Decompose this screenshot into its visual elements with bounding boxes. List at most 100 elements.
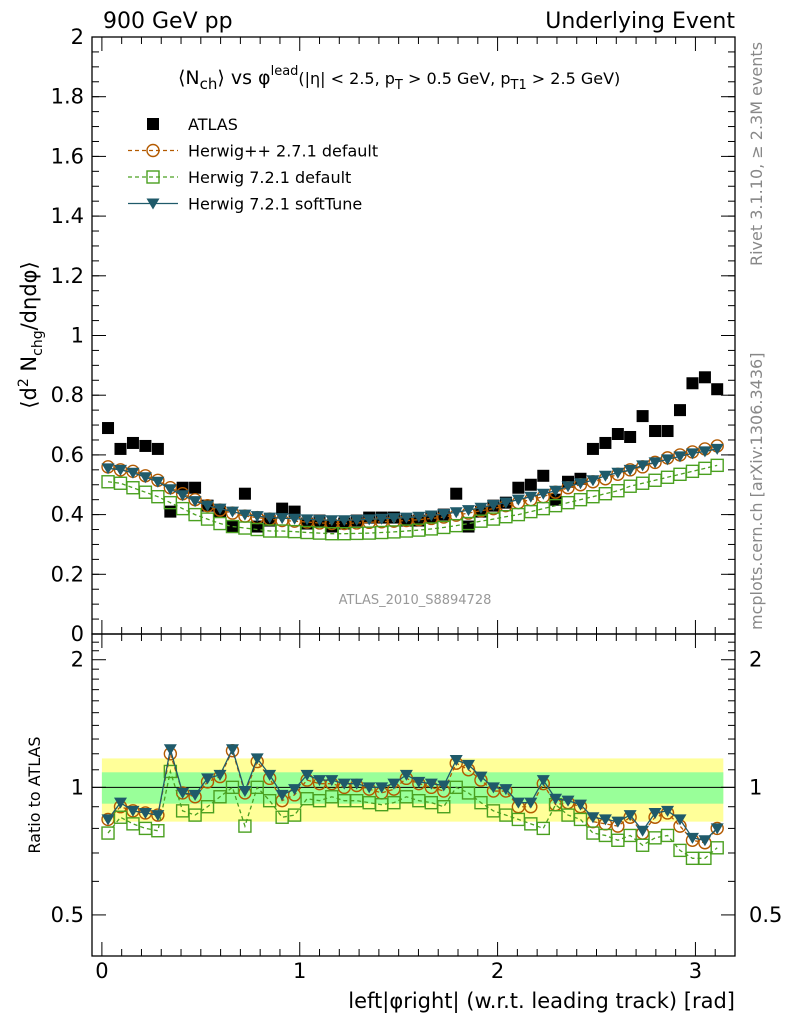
ratio-ytick-label: 2	[71, 648, 84, 672]
data-point	[263, 512, 277, 524]
y-axis-label: ⟨d2 Nchg/dηdφ⟩	[16, 261, 46, 408]
rivet-version-text: Rivet 3.1.10, ≥ 2.3M events	[747, 42, 766, 266]
ratio-ytick-label: 1	[71, 775, 84, 799]
main-ytick-label: 1.6	[51, 144, 84, 168]
legend-marker	[146, 143, 160, 158]
data-point	[549, 485, 563, 497]
ratio-data-point	[362, 782, 376, 794]
data-point	[486, 500, 500, 512]
ratio-data-point	[648, 831, 662, 845]
ratio-data-point	[350, 778, 364, 790]
data-point	[412, 511, 426, 523]
data-point	[424, 510, 438, 522]
data-point	[648, 457, 662, 469]
ratio-data-point	[424, 778, 438, 790]
ratio-data-point	[536, 821, 550, 836]
data-point	[102, 422, 115, 435]
data-point	[673, 404, 686, 417]
ratio-data-point	[238, 819, 252, 833]
data-point	[188, 496, 202, 508]
xtick-label: 2	[491, 959, 504, 983]
data-point	[126, 436, 139, 449]
data-point	[599, 436, 612, 449]
data-point	[511, 494, 525, 506]
data-point	[673, 451, 687, 463]
main-ytick-label: 2	[71, 25, 84, 49]
ratio-data-point	[250, 753, 264, 765]
y-axis-label-part1: ⟨d	[17, 387, 41, 409]
ratio-data-point	[635, 838, 650, 852]
ratio-data-point	[673, 843, 687, 858]
ratio-data-point	[200, 800, 215, 814]
plot-title-mid-sup: lead	[271, 64, 299, 79]
ratio-data-point	[536, 775, 550, 787]
data-point	[673, 467, 687, 482]
ratio-panel-frame	[91, 633, 736, 957]
main-ytick-label: 0	[71, 622, 84, 646]
data-point	[288, 513, 302, 525]
data-point	[449, 507, 463, 519]
data-point	[350, 514, 364, 526]
data-point	[685, 464, 700, 479]
ratio-data-point	[611, 816, 625, 828]
ratio-data-point	[263, 769, 277, 781]
data-point	[636, 410, 649, 423]
data-point	[698, 446, 712, 458]
ratio-data-point	[138, 807, 152, 819]
data-point	[126, 467, 140, 479]
ratio-data-point	[250, 780, 264, 795]
ratio-data-point	[101, 826, 115, 840]
main-ytick-label: 0.8	[51, 383, 84, 407]
ratio-data-point	[225, 744, 239, 756]
data-point	[387, 513, 401, 525]
data-point	[399, 512, 413, 524]
series-2	[101, 458, 724, 541]
ratio-ytick-label-right: 0.5	[749, 903, 782, 927]
ratio-data-point	[337, 778, 351, 790]
data-point	[623, 464, 637, 476]
data-point	[163, 484, 177, 496]
ratio-data-point	[325, 775, 339, 787]
data-point	[537, 469, 550, 482]
ratio-data-point	[213, 769, 227, 781]
data-point	[113, 464, 127, 476]
data-point	[176, 490, 190, 502]
legend-marker	[146, 198, 160, 210]
data-point	[238, 487, 251, 500]
plot-title-cut-1-sub: T	[394, 78, 403, 93]
ratio-data-point	[685, 832, 699, 844]
ratio-data-point	[113, 797, 127, 809]
legend-marker	[147, 118, 159, 130]
data-point	[698, 371, 711, 384]
data-point	[139, 439, 152, 452]
ratio-data-point	[486, 782, 500, 794]
ratio-series-2	[101, 744, 724, 847]
ratio-data-point	[101, 814, 115, 826]
ratio-data-point	[474, 771, 488, 783]
data-point	[462, 505, 476, 517]
data-point	[250, 511, 264, 523]
legend-entry: Herwig 7.2.1 softTune	[128, 195, 362, 214]
plot-title-lhs: ⟨N	[178, 67, 200, 89]
data-point	[164, 505, 177, 518]
ratio-data-point	[499, 784, 513, 796]
main-ytick-label: 0.2	[51, 562, 84, 586]
ratio-axis-label: Ratio to ATLAS	[25, 736, 44, 853]
ratio-data-point	[151, 810, 165, 822]
data-point	[710, 443, 724, 455]
ratio-data-point	[462, 759, 476, 771]
series-3	[101, 443, 724, 527]
ratio-data-point	[549, 793, 563, 805]
data-point	[474, 502, 488, 514]
ratio-data-point	[636, 825, 650, 837]
ratio-data-point	[201, 773, 215, 785]
data-point	[598, 487, 613, 501]
data-point	[151, 476, 165, 488]
main-ytick-label: 0.4	[51, 503, 84, 527]
data-point	[711, 383, 724, 396]
plot-title-cut-1: (|η| < 2.5, p	[298, 69, 395, 88]
data-point	[276, 502, 289, 515]
ratio-data-point	[437, 800, 451, 814]
ratio-data-point	[300, 769, 314, 781]
data-point	[238, 509, 252, 521]
